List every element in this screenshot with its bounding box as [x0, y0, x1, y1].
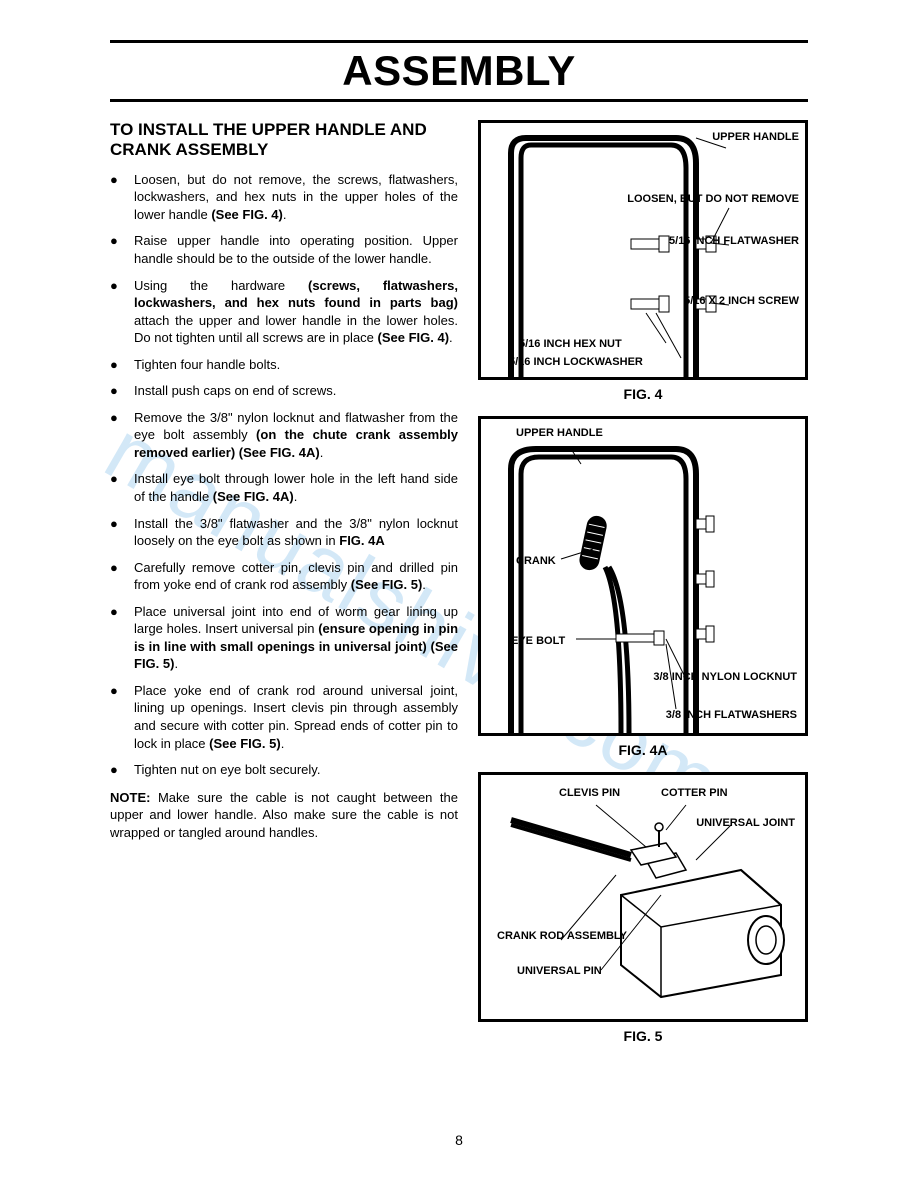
note: NOTE: Make sure the cable is not caught …: [110, 789, 458, 842]
fig5-clevis-label: CLEVIS PIN: [559, 787, 620, 799]
fig4-loosen-label: LOOSEN, BUT DO NOT REMOVE: [627, 193, 799, 205]
fig4-upper-handle-label: UPPER HANDLE: [712, 131, 799, 143]
fig4-hexnut-label: 5/16 INCH HEX NUT: [519, 338, 622, 350]
figure-4: UPPER HANDLE LOOSEN, BUT DO NOT REMOVE 5…: [478, 120, 808, 380]
page-number: 8: [0, 1132, 918, 1148]
content-wrapper: TO INSTALL THE UPPER HANDLE AND CRANK AS…: [110, 120, 808, 1058]
fig4a-crank-label: CRANK: [516, 555, 556, 567]
bullet-item: Tighten four handle bolts.: [110, 356, 458, 374]
right-column: UPPER HANDLE LOOSEN, BUT DO NOT REMOVE 5…: [478, 120, 808, 1058]
fig5-caption: FIG. 5: [478, 1028, 808, 1044]
bullet-item: Carefully remove cotter pin, clevis pin …: [110, 559, 458, 594]
bullet-item: Using the hardware (screws, flatwashers,…: [110, 277, 458, 347]
fig4-flatwasher-label: 5/16 INCH FLATWASHER: [669, 235, 799, 247]
fig5-svg: [481, 775, 805, 1019]
bullet-item: Install the 3/8" flatwasher and the 3/8"…: [110, 515, 458, 550]
bullet-list: Loosen, but do not remove, the screws, f…: [110, 171, 458, 779]
left-column: TO INSTALL THE UPPER HANDLE AND CRANK AS…: [110, 120, 458, 1058]
fig4-caption: FIG. 4: [478, 386, 808, 402]
page-title: ASSEMBLY: [110, 47, 808, 95]
fig4-screw-label: 5/16 X 2 INCH SCREW: [684, 295, 799, 307]
figure-4a: UPPER HANDLE CRANK EYE BOLT 3/8 INCH NYL…: [478, 416, 808, 736]
bullet-item: Loosen, but do not remove, the screws, f…: [110, 171, 458, 224]
bullet-item: Tighten nut on eye bolt securely.: [110, 761, 458, 779]
section-heading: TO INSTALL THE UPPER HANDLE AND CRANK AS…: [110, 120, 458, 161]
fig4a-caption: FIG. 4A: [478, 742, 808, 758]
fig5-crank-rod-label: CRANK ROD ASSEMBLY: [497, 930, 627, 942]
bullet-item: Remove the 3/8" nylon locknut and flatwa…: [110, 409, 458, 462]
top-rule: [110, 40, 808, 43]
fig4-lockwasher-label: 5/16 INCH LOCKWASHER: [509, 356, 643, 368]
fig4a-svg: [481, 419, 805, 733]
bullet-item: Install eye bolt through lower hole in t…: [110, 470, 458, 505]
fig4a-locknut-label: 3/8 INCH NYLON LOCKNUT: [653, 671, 797, 683]
note-text: Make sure the cable is not caught betwee…: [110, 790, 458, 840]
bullet-item: Install push caps on end of screws.: [110, 382, 458, 400]
figure-5: CLEVIS PIN COTTER PIN UNIVERSAL JOINT CR…: [478, 772, 808, 1022]
fig4a-flatwashers-label: 3/8 INCH FLATWASHERS: [666, 709, 797, 721]
fig5-universal-joint-label: UNIVERSAL JOINT: [696, 817, 795, 829]
note-label: NOTE:: [110, 790, 150, 805]
bullet-item: Place universal joint into end of worm g…: [110, 603, 458, 673]
fig4a-upper-handle-label: UPPER HANDLE: [516, 427, 603, 439]
bullet-item: Raise upper handle into operating positi…: [110, 232, 458, 267]
fig5-universal-pin-label: UNIVERSAL PIN: [517, 965, 602, 977]
fig4a-eyebolt-label: EYE BOLT: [511, 635, 565, 647]
fig5-cotter-label: COTTER PIN: [661, 787, 728, 799]
title-underline: [110, 99, 808, 102]
bullet-item: Place yoke end of crank rod around unive…: [110, 682, 458, 752]
